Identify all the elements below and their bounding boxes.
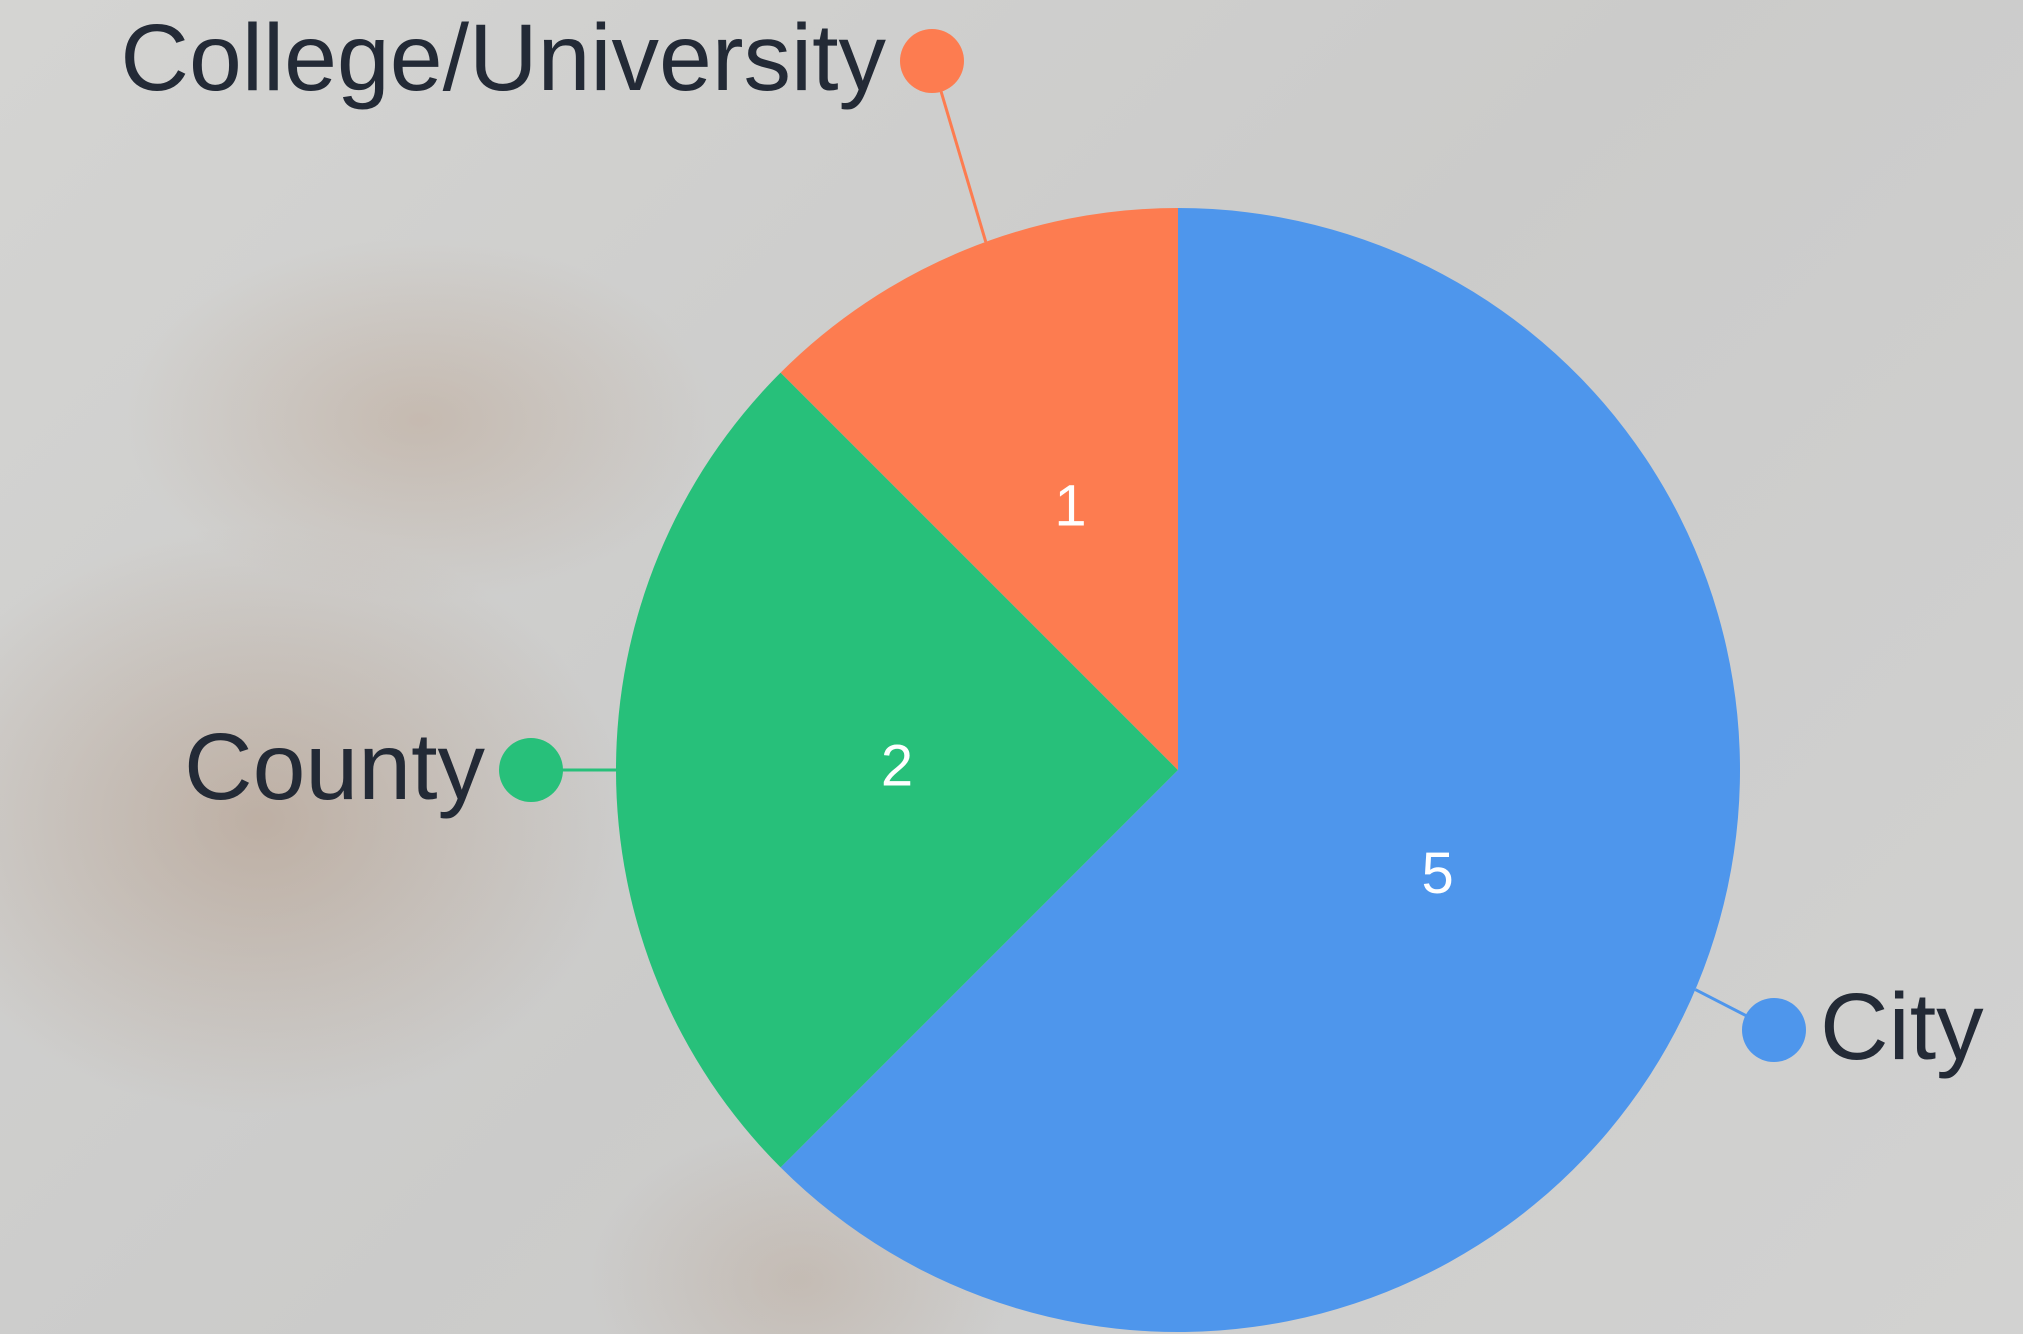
- category-label: County: [184, 714, 486, 820]
- screen: 5 City 2 County 1 College/University: [0, 0, 2023, 1334]
- category-label: City: [1820, 974, 1984, 1080]
- category-label: College/University: [120, 5, 886, 111]
- pie-chart: 5 City 2 County 1 College/University: [0, 0, 2023, 1334]
- value-label: 1: [1054, 474, 1086, 539]
- legend-dot: [900, 29, 964, 93]
- value-label: 2: [881, 733, 913, 798]
- legend-dot: [499, 738, 563, 802]
- legend-dot: [1742, 998, 1806, 1062]
- value-label: 5: [1421, 841, 1453, 906]
